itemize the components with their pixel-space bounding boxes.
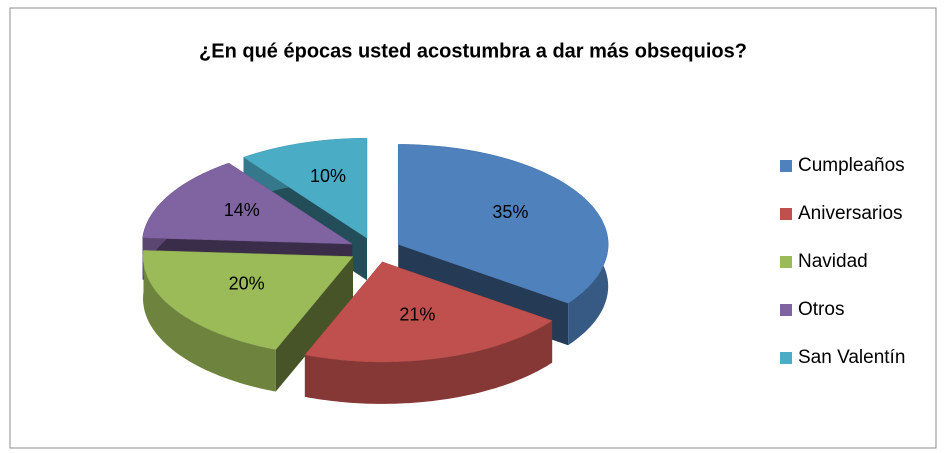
legend-swatch	[780, 208, 792, 220]
slice-wall	[143, 250, 276, 392]
legend-label: Aniversarios	[798, 203, 903, 224]
data-label: 10%	[310, 166, 346, 186]
slice-top	[142, 250, 354, 350]
legend-label: San Valentín	[798, 347, 905, 368]
legend-swatch	[780, 352, 792, 364]
slice-top	[142, 162, 354, 245]
slice-top	[242, 137, 368, 239]
data-label: 20%	[229, 274, 265, 294]
slice-wall	[304, 320, 553, 404]
legend-label: Otros	[798, 299, 844, 320]
pie-slice	[142, 250, 354, 392]
chart-title: ¿En qué épocas usted acostumbra a dar má…	[199, 40, 747, 62]
legend-swatch	[780, 160, 792, 172]
data-label: 14%	[224, 200, 260, 220]
legend-swatch	[780, 304, 792, 316]
pie-slice	[304, 261, 553, 404]
slice-top	[397, 144, 609, 304]
data-label: 21%	[399, 304, 435, 324]
legend-swatch	[780, 256, 792, 268]
slice-top	[304, 261, 553, 363]
legend-label: Navidad	[798, 251, 868, 272]
data-label: 35%	[492, 202, 528, 222]
legend-label: Cumpleaños	[798, 155, 905, 176]
